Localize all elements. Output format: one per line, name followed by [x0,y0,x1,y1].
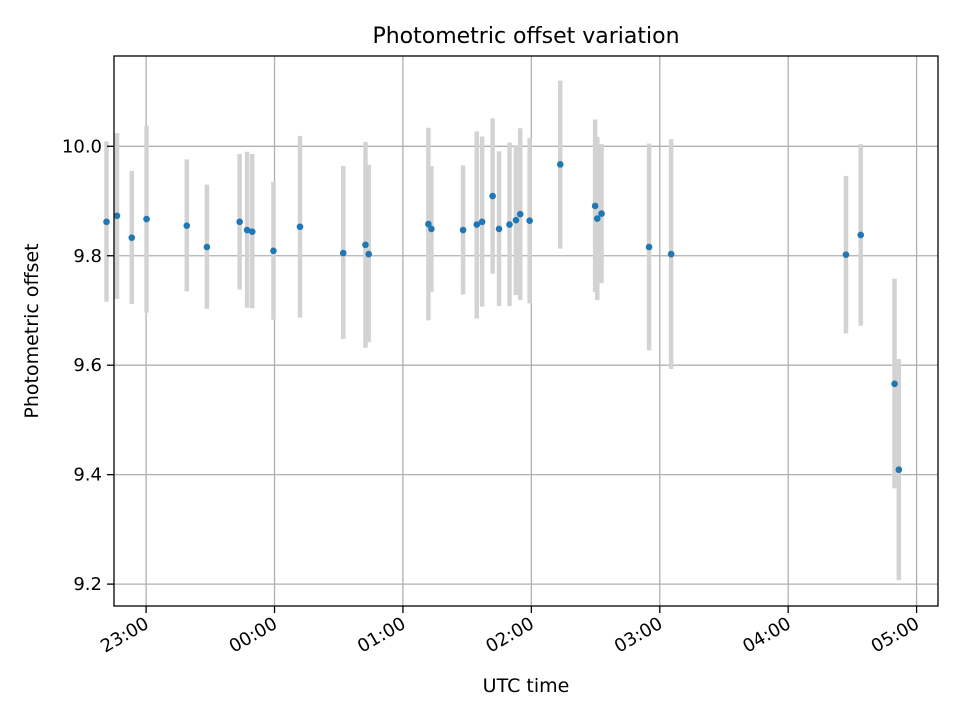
data-point [556,161,564,168]
y-tick-label: 9.8 [73,246,102,267]
y-axis-label: Photometric offset [21,243,43,418]
data-point [113,212,121,220]
data-point [667,250,675,258]
data-point [512,216,520,224]
data-point [473,221,481,228]
data-point [591,202,599,210]
chart-title: Photometric offset variation [372,24,679,49]
y-tick-label: 9.2 [73,574,102,595]
y-tick-label: 10.0 [62,136,102,157]
data-point [128,234,136,241]
data-point [365,250,372,258]
data-points [103,161,903,474]
data-point [516,210,524,218]
data-point [103,218,110,226]
data-point [203,243,211,251]
data-point [339,249,347,257]
data-point [842,251,850,258]
data-point [243,226,251,234]
data-point [143,215,150,223]
data-point [506,221,513,228]
plot-frame [113,55,939,607]
data-point [489,192,496,200]
data-point [296,223,304,231]
y-tick-label: 9.6 [73,355,102,376]
data-point [526,217,533,225]
data-point [248,228,256,235]
y-axis-ticks: 9.2 9.4 9.6 9.8 10.0 [62,136,114,595]
data-point [478,218,486,226]
data-point [495,225,503,233]
y-tick-label: 9.4 [73,465,102,486]
data-point [891,380,898,388]
x-axis-label: UTC time [483,675,570,697]
data-point [593,215,601,222]
data-point [236,218,243,226]
data-point [598,210,605,217]
data-point [270,247,277,255]
data-point [183,222,191,229]
data-point [857,231,865,239]
data-point [645,243,653,251]
data-point [459,226,467,234]
data-point [895,466,903,474]
data-point [428,225,435,233]
data-point [425,220,432,228]
data-point [362,241,369,249]
